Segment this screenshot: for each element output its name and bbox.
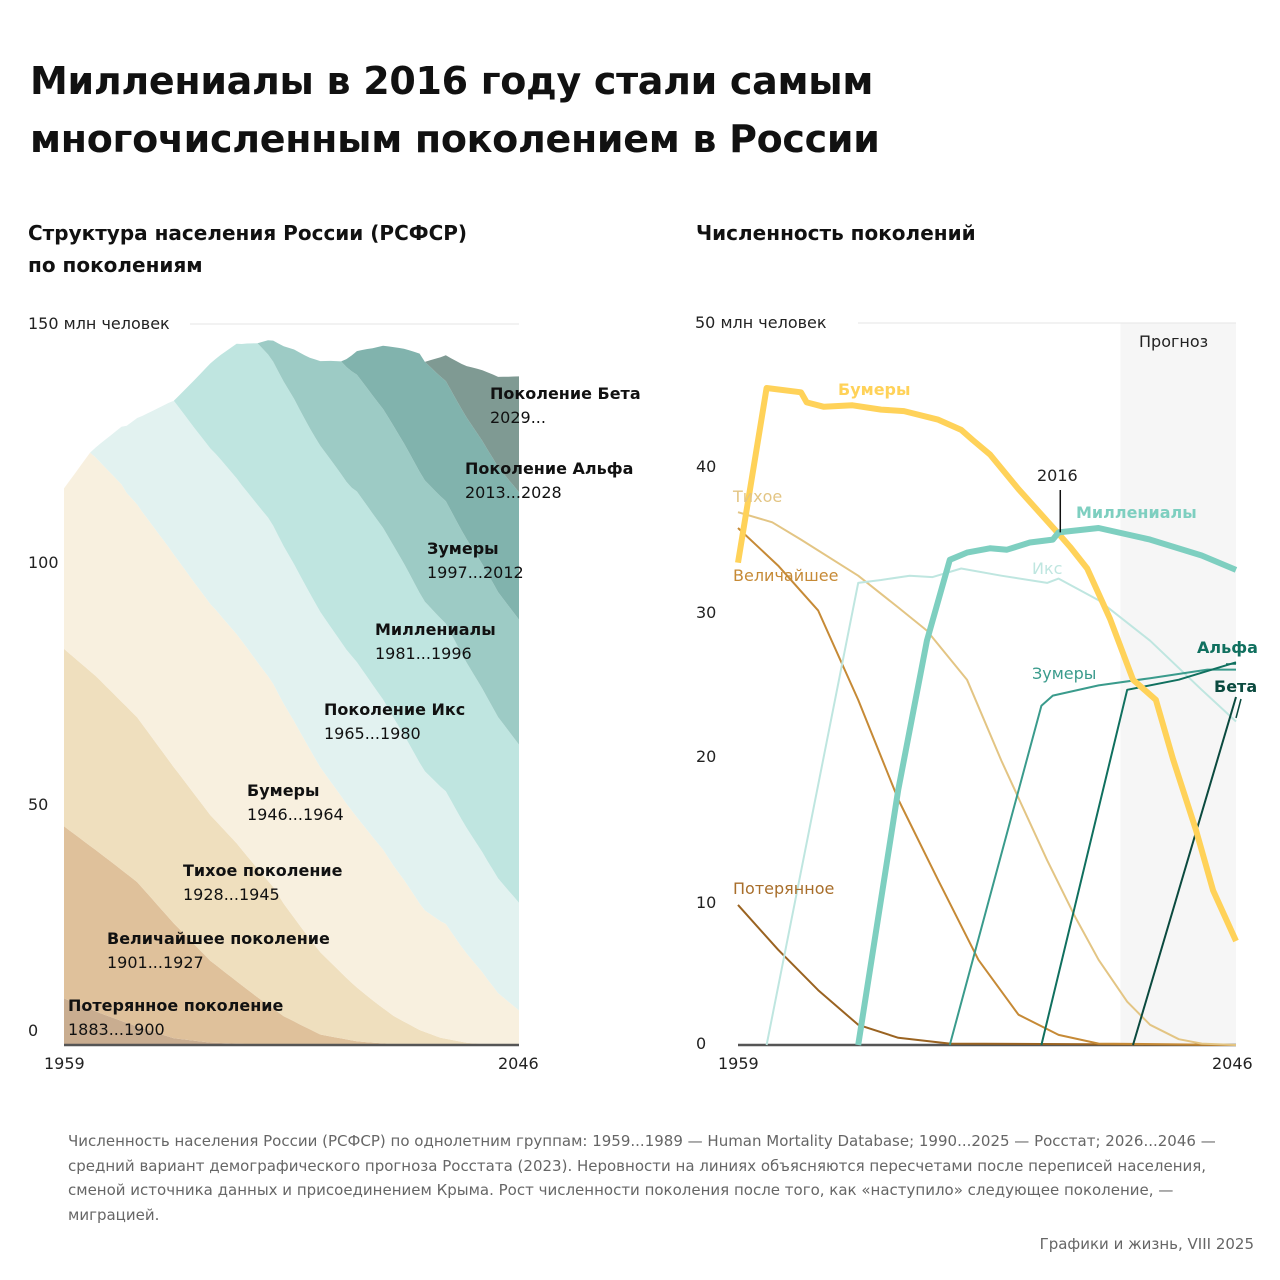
area-boomers <box>64 452 519 1046</box>
label-millennials: Миллениалы 1981...1996 <box>375 618 496 666</box>
label-greatest: Величайшее поколение 1901...1927 <box>107 927 330 975</box>
area-lost <box>64 998 519 1045</box>
line-boomers <box>735 385 1239 943</box>
series-label-beta: Бета <box>1214 677 1258 696</box>
label-beta: Поколение Бета 2029... <box>490 382 641 430</box>
left-x-tick-start: 1959 <box>44 1054 85 1073</box>
label-years: 2029... <box>490 408 546 427</box>
label-boomers: Бумеры 1946...1964 <box>247 779 344 827</box>
area-greatest <box>64 826 519 1045</box>
right-x-tick-end: 2046 <box>1212 1054 1253 1073</box>
line-alpha <box>1040 661 1237 1046</box>
marker-2016-label: 2016 <box>1037 466 1078 485</box>
series-label-millennials: Миллениалы <box>1076 503 1197 522</box>
left-y-tick-100: 100 <box>28 553 59 572</box>
label-name: Поколение Икс <box>324 700 466 719</box>
label-years: 1946...1964 <box>247 805 344 824</box>
right-y-unit-label: 50 млн человек <box>695 313 827 332</box>
area-alpha <box>64 340 519 620</box>
label-zoomers: Зумеры 1997...2012 <box>427 537 524 585</box>
area-x <box>64 400 519 1011</box>
series-label-zoomers: Зумеры <box>1032 664 1097 683</box>
left-chart-subtitle: Структура населения России (РСФСР) по по… <box>28 217 467 281</box>
right-x-tick-start: 1959 <box>718 1054 759 1073</box>
area-zoomers <box>64 340 519 745</box>
label-years: 1965...1980 <box>324 724 421 743</box>
label-name: Поколение Альфа <box>465 459 634 478</box>
right-y-tick-20: 20 <box>696 747 717 766</box>
left-y-tick-50: 50 <box>28 795 49 814</box>
left-y-tick-0: 0 <box>28 1021 39 1040</box>
stacked-area-chart <box>64 323 519 1047</box>
right-chart-subtitle: Численность поколений <box>696 221 976 245</box>
credit: Графики и жизнь, VIII 2025 <box>1039 1235 1254 1253</box>
line-chart <box>735 322 1242 1047</box>
left-subtitle-line2: по поколениям <box>28 253 203 277</box>
line-zoomers <box>948 668 1236 1046</box>
series-label-lost: Потерянное <box>733 879 835 898</box>
right-y-tick-0: 0 <box>696 1034 707 1053</box>
series-label-x: Икс <box>1032 559 1063 578</box>
label-years: 1997...2012 <box>427 563 524 582</box>
area-millennials <box>64 343 519 903</box>
label-years: 1883...1900 <box>68 1020 165 1039</box>
label-gen-x: Поколение Икс 1965...1980 <box>324 698 465 746</box>
series-label-boomers: Бумеры <box>838 380 911 399</box>
label-years: 1901...1927 <box>107 953 204 972</box>
label-name: Миллениалы <box>375 620 496 639</box>
area-silent <box>64 648 519 1045</box>
label-lost: Потерянное поколение 1883...1900 <box>68 994 283 1042</box>
label-name: Зумеры <box>427 539 499 558</box>
label-name: Поколение Бета <box>490 384 641 403</box>
right-y-tick-30: 30 <box>696 603 717 622</box>
line-silent <box>737 511 1237 1046</box>
label-alpha: Поколение Альфа 2013...2028 <box>465 457 633 505</box>
label-silent: Тихое поколение 1928...1945 <box>183 859 342 907</box>
footnote: Численность населения России (РСФСР) по … <box>68 1132 1216 1224</box>
label-years: 1981...1996 <box>375 644 472 663</box>
right-y-tick-10: 10 <box>696 893 717 912</box>
right-y-tick-40: 40 <box>696 457 717 476</box>
series-label-greatest: Величайшее <box>733 566 839 585</box>
left-subtitle-line1: Структура населения России (РСФСР) <box>28 221 468 245</box>
line-x <box>765 567 1237 1046</box>
left-y-unit-label: 150 млн человек <box>28 314 170 333</box>
line-millennials <box>855 525 1238 1046</box>
label-name: Тихое поколение <box>183 861 343 880</box>
series-label-alpha: Альфа <box>1197 638 1258 657</box>
forecast-label: Прогноз <box>1139 332 1209 351</box>
label-years: 2013...2028 <box>465 483 562 502</box>
page-title: Миллениалы в 2016 году стали самым много… <box>30 59 880 161</box>
beta-label-connector <box>1235 698 1242 719</box>
series-label-silent: Тихое <box>733 487 783 506</box>
label-name: Потерянное поколение <box>68 996 284 1015</box>
left-x-tick-end: 2046 <box>498 1054 539 1073</box>
label-name: Величайшее поколение <box>107 929 330 948</box>
line-greatest <box>737 527 1237 1046</box>
line-beta <box>1132 696 1237 1046</box>
label-name: Бумеры <box>247 781 320 800</box>
label-years: 1928...1945 <box>183 885 280 904</box>
